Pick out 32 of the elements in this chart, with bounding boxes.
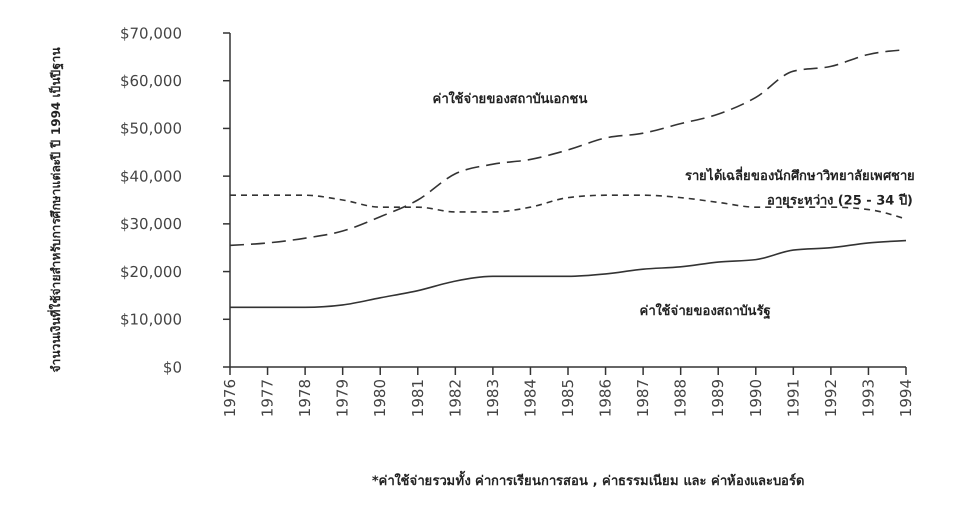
x-tick-label: 1976 [221,379,239,418]
x-tick-label: 1977 [258,379,277,418]
x-tick-label: 1986 [596,379,615,418]
x-tick-label: 1983 [484,379,502,418]
x-tick-label: 1980 [371,379,390,418]
x-tick-label: 1978 [296,379,314,418]
y-tick-label: $40,000 [120,167,182,186]
x-tick-label: 1992 [822,379,840,418]
x-tick-label: 1979 [334,379,352,418]
y-axis-title: จำนวนเงินที่ใช้จ่ายสำหรับการศึกษาแต่ละปี ปี 1994 เป็นปีฐาน [47,46,64,372]
x-tick-label: 1985 [559,379,577,418]
x-tick-label: 1982 [446,379,464,418]
x-tick-label: 1991 [784,379,802,418]
x-tick-label: 1988 [672,379,690,418]
x-tick-label: 1981 [408,379,427,418]
x-tick-label: 1993 [859,379,878,418]
y-tick-label: $50,000 [120,120,182,138]
x-tick-label: 1994 [897,379,915,418]
text: ค่าใช้จ่ายของสถาบันรัฐ [640,302,770,320]
text: ค่าใช้จ่ายของสถาบันเอกชน [432,90,588,107]
y-tick-label: $20,000 [120,262,182,281]
y-tick-label: $70,000 [120,24,182,42]
x-tick-label: 1989 [709,379,728,418]
x-tick-label: 1987 [634,379,652,418]
y-tick-label: $0 [162,358,182,376]
text: *ค่าใช้จ่ายรวมทั้ง ค่าการเรียนการสอน , ค่าธรรมเนียม และ ค่าห้องและบอร์ด [372,470,804,489]
x-tick-label: 1990 [746,379,765,418]
series-label: รายได้เฉลี่ยของนักศึกษาวิทยาลัยเพศชาย อายุระหว่าง (25 - 34 ปี) [685,166,915,209]
y-tick-label: $10,000 [120,310,182,329]
y-tick-label: $60,000 [120,72,182,90]
y-tick-label: $30,000 [120,215,182,234]
x-tick-label: 1984 [521,379,540,418]
